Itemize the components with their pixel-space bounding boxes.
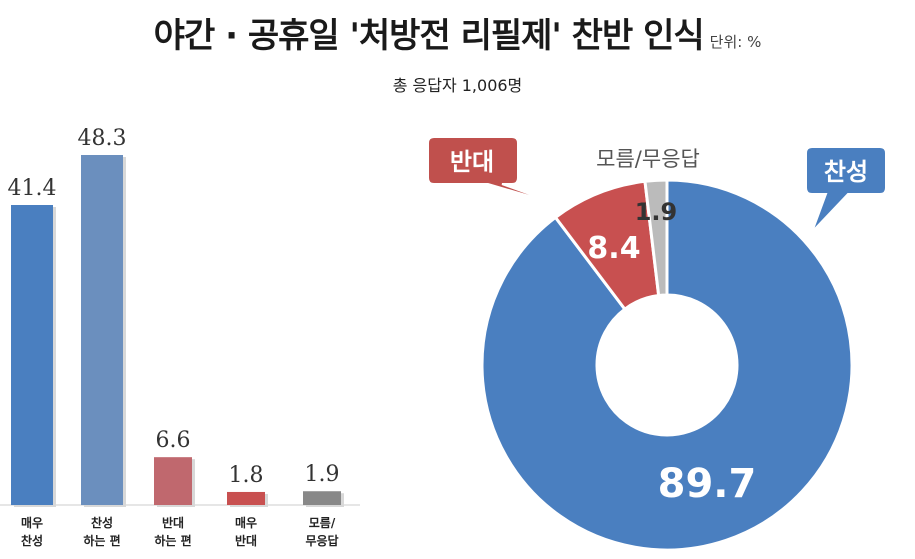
bar — [303, 491, 341, 505]
bar-value-label: 1.8 — [229, 463, 264, 488]
unit-label: 단위: % — [709, 33, 762, 51]
callout-support: 찬성 — [805, 146, 887, 233]
bar — [11, 205, 53, 505]
chart-title: 야간 · 공휴일 '처방전 리필제' 찬반 인식 단위: % — [0, 8, 915, 57]
callout-oppose: 반대 — [427, 136, 561, 206]
bar-value-label: 6.6 — [156, 428, 191, 453]
category-label: 무응답 — [305, 533, 338, 548]
category-label: 하는 편 — [83, 533, 120, 548]
bar — [154, 457, 192, 505]
category-label: 반대 — [235, 533, 257, 548]
slice-value-label: 1.9 — [635, 198, 678, 226]
respondents-subtitle: 총 응답자 1,006명 — [392, 76, 523, 95]
bar-value-label: 41.4 — [8, 176, 57, 201]
callout-box — [805, 146, 887, 233]
category-label: 매우 — [21, 515, 43, 530]
slice-value-label: 8.4 — [587, 231, 640, 266]
slice-category-label: 반대 — [450, 148, 494, 176]
callout-box — [427, 136, 561, 206]
donut-chart: 89.7 8.4 1.9 반대 찬성 모름/무응답 — [427, 136, 887, 552]
slice-category-label: 모름/무응답 — [596, 147, 700, 171]
category-label: 찬성 — [91, 515, 113, 530]
category-label: 모름/ — [309, 515, 336, 530]
category-label: 매우 — [235, 515, 257, 530]
bar-value-label: 48.3 — [78, 126, 127, 151]
bar — [227, 491, 265, 505]
slice-category-label: 찬성 — [824, 158, 868, 186]
bar-value-label: 1.9 — [305, 462, 340, 487]
category-label: 찬성 — [21, 533, 43, 548]
slice-value-label: 89.7 — [658, 461, 757, 507]
title-text: 야간 · 공휴일 '처방전 리필제' 찬반 인식 — [153, 16, 705, 56]
category-label: 반대 — [162, 515, 184, 530]
donut-slice — [643, 178, 669, 298]
donut-slice — [480, 178, 854, 552]
category-label: 하는 편 — [154, 533, 191, 548]
bar — [81, 155, 123, 505]
